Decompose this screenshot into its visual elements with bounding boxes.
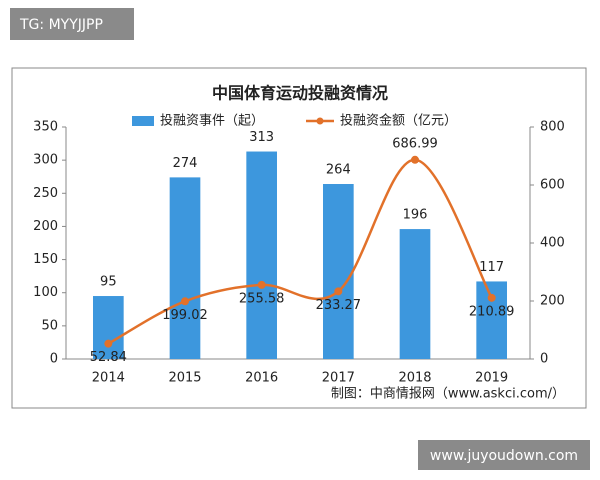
bar-value-label: 274 [173, 156, 198, 171]
y-tick-label: 0 [50, 352, 58, 367]
line-value-label: 233.27 [316, 298, 362, 313]
y-tick-label: 50 [41, 318, 58, 333]
y-tick-label: 300 [33, 153, 58, 168]
y-tick-label: 150 [33, 252, 58, 267]
bar [399, 229, 431, 359]
y2-tick-label: 600 [540, 178, 565, 193]
bar [323, 184, 354, 359]
bar-value-label: 196 [403, 208, 428, 223]
bar [476, 281, 507, 359]
line-value-label: 52.84 [90, 350, 127, 365]
watermark-box [418, 440, 590, 470]
line-point [411, 155, 419, 164]
watermark-text: TG: MYYJJPP [19, 17, 103, 33]
watermark-box [10, 8, 134, 40]
x-tick-label: 2016 [245, 371, 278, 386]
y2-tick-label: 200 [540, 294, 565, 309]
line-point [104, 339, 113, 348]
y-tick-label: 350 [33, 120, 58, 135]
bar-value-label: 117 [479, 260, 504, 275]
bar-value-label: 313 [249, 130, 274, 145]
y-tick-label: 200 [33, 219, 58, 234]
line-value-label: 686.99 [392, 136, 438, 151]
bar-value-label: 264 [326, 163, 351, 178]
x-tick-label: 2014 [92, 371, 125, 386]
bar [93, 296, 124, 359]
chart-frame [11, 67, 587, 409]
bar [246, 151, 277, 359]
line-value-label: 210.89 [469, 304, 515, 319]
chart-title: 中国体育运动投融资情况 [212, 84, 388, 103]
bar [169, 177, 201, 359]
y2-tick-label: 800 [540, 120, 565, 135]
y-tick-label: 250 [33, 186, 58, 201]
bar-value-label: 95 [100, 275, 117, 290]
legend-label: 投融资事件（起） [160, 113, 264, 129]
line-value-label: 255.58 [239, 291, 285, 306]
x-tick-label: 2019 [475, 371, 508, 386]
y2-tick-label: 0 [540, 352, 548, 367]
line-point [487, 293, 496, 302]
y-tick-label: 100 [33, 285, 58, 300]
source-note: 制图：中商情报网（www.askci.com/） [331, 387, 565, 402]
legend-swatch [132, 116, 154, 126]
x-tick-label: 2017 [322, 371, 355, 386]
line-value-label: 199.02 [162, 308, 208, 323]
y2-tick-label: 400 [540, 236, 565, 251]
line-point [257, 280, 266, 289]
line-point [181, 297, 189, 306]
legend-label: 投融资金额（亿元） [340, 113, 457, 129]
watermark-text: www.juyoudown.com [430, 448, 578, 464]
legend-swatch [316, 117, 324, 125]
line-point [334, 287, 343, 296]
x-tick-label: 2015 [168, 371, 201, 386]
x-tick-label: 2018 [398, 371, 431, 386]
